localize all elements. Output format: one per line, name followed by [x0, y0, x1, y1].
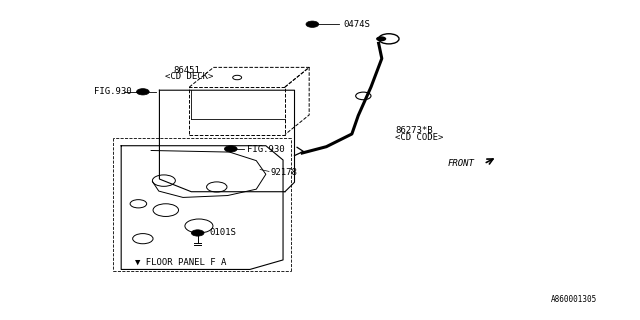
Text: 0474S: 0474S [344, 20, 371, 29]
Text: 0101S: 0101S [210, 228, 237, 237]
Text: <CD CODE>: <CD CODE> [395, 133, 444, 142]
Text: FRONT: FRONT [447, 159, 474, 168]
Text: 92178: 92178 [270, 168, 297, 177]
Text: ▼ FLOOR PANEL F A: ▼ FLOOR PANEL F A [135, 258, 227, 267]
Circle shape [136, 89, 149, 95]
Text: FIG.930: FIG.930 [94, 87, 131, 96]
Text: 86273*B: 86273*B [395, 126, 433, 135]
Text: <CD DECK>: <CD DECK> [165, 72, 214, 81]
Circle shape [191, 230, 204, 236]
Text: FIG.930: FIG.930 [246, 145, 284, 154]
Circle shape [376, 36, 387, 41]
Circle shape [306, 21, 319, 28]
Circle shape [225, 146, 237, 152]
Text: 86451: 86451 [173, 66, 200, 75]
Text: A860001305: A860001305 [550, 295, 597, 304]
